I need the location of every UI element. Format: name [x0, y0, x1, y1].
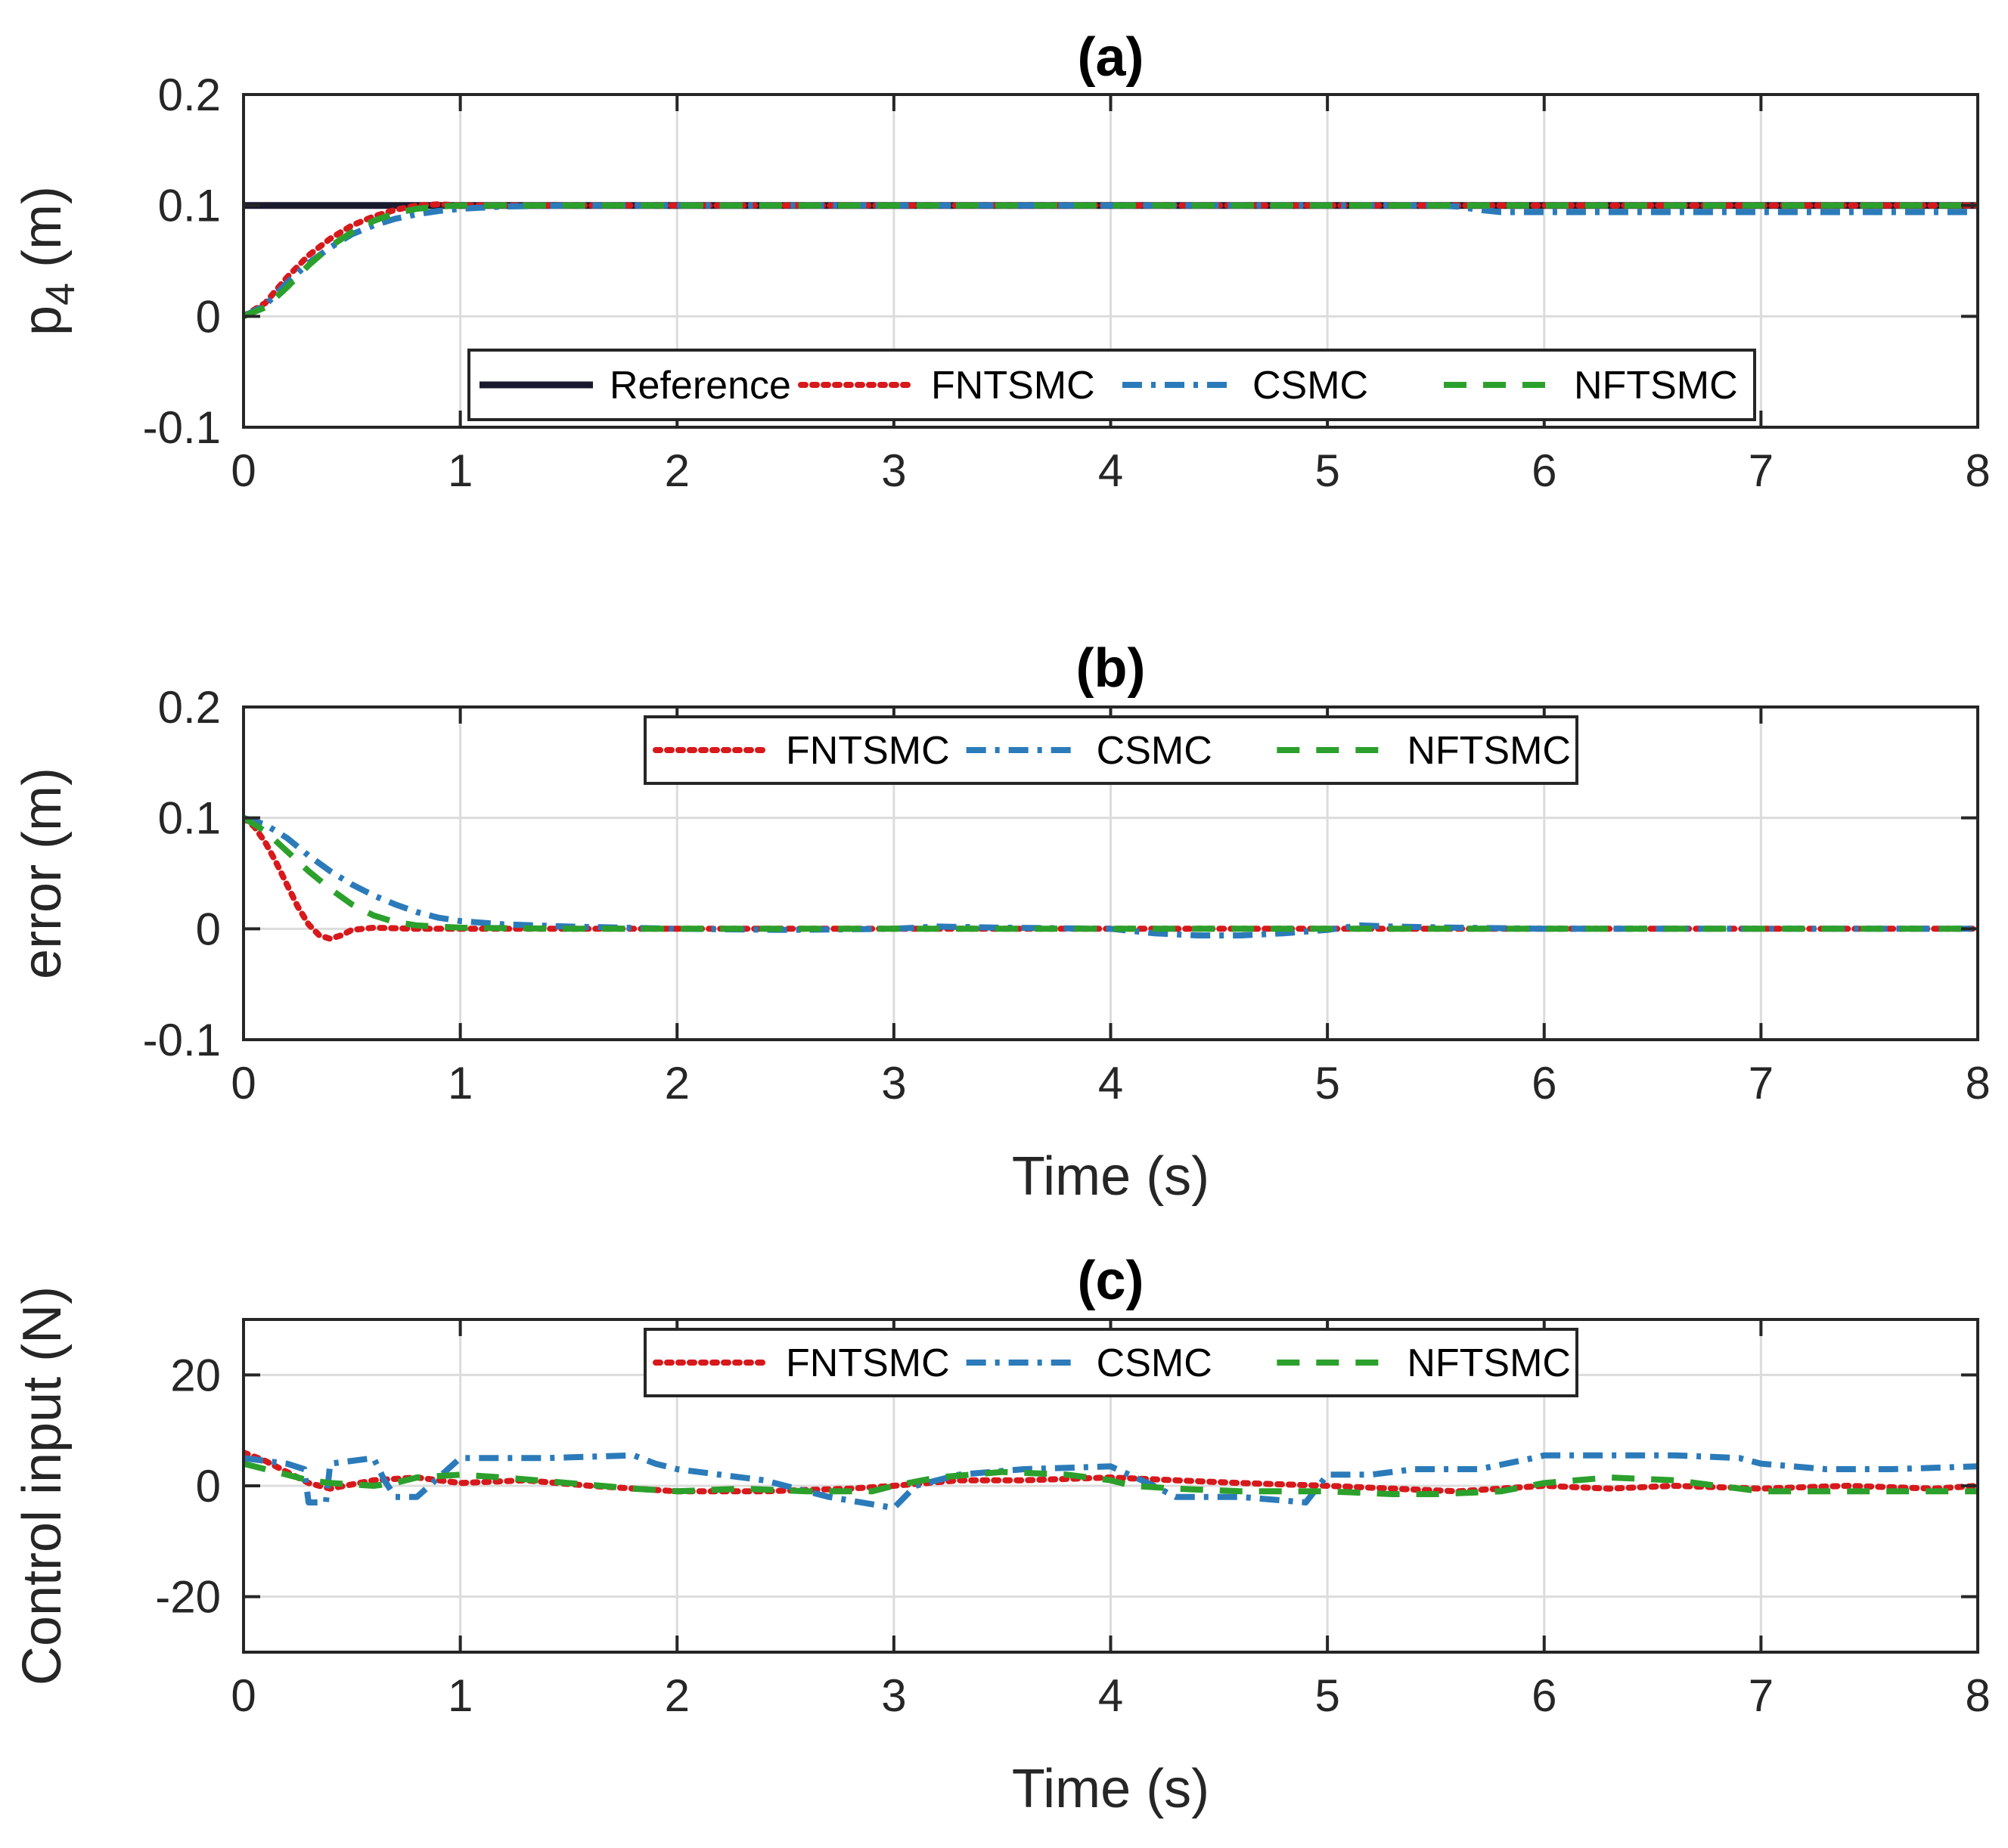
y-tick-label: 0.2 — [158, 70, 221, 120]
series-group — [244, 1450, 1978, 1512]
y-tick-label: 0 — [196, 904, 221, 954]
x-tick-label: 8 — [1965, 1670, 1990, 1721]
legend-label-fntsmc: FNTSMC — [786, 1341, 950, 1385]
legend: FNTSMC CSMC NFTSMC — [644, 715, 1578, 785]
legend-label-nftsmc: NFTSMC — [1407, 1341, 1571, 1385]
x-tick-label: 8 — [1965, 445, 1990, 496]
series-group — [244, 814, 1978, 942]
series-group — [244, 201, 1978, 320]
x-tick-label: 1 — [448, 1670, 473, 1721]
chart-title: (a) — [1078, 27, 1144, 88]
x-axis-label: Time (s) — [1012, 1146, 1209, 1207]
series-line-csmc — [244, 202, 1978, 319]
legend-box — [644, 715, 1578, 785]
legend-label-csmc: CSMC — [1252, 364, 1368, 408]
y-tick-label: 0.1 — [158, 793, 221, 844]
x-axis-label: Time (s) — [1012, 1759, 1209, 1819]
x-tick-label: 4 — [1098, 445, 1123, 496]
y-tick-label: -0.1 — [143, 402, 221, 453]
y-axis-label: p4 (m) — [12, 186, 83, 336]
y-tick-label: 20 — [170, 1350, 221, 1400]
x-tick-label: 6 — [1532, 1670, 1556, 1721]
legend-label-nftsmc: NFTSMC — [1574, 364, 1738, 408]
x-tick-label: 2 — [665, 445, 690, 496]
x-tick-label: 7 — [1749, 445, 1774, 496]
x-tick-label: 0 — [231, 445, 256, 496]
legend: Reference FNTSMC CSMC NFTSMC — [467, 349, 1756, 421]
x-tick-label: 1 — [448, 445, 473, 496]
x-tick-label: 4 — [1098, 1058, 1123, 1108]
x-tick-label: 3 — [881, 1670, 906, 1721]
x-tick-label: 4 — [1098, 1670, 1123, 1721]
x-tick-label: 2 — [665, 1058, 690, 1108]
y-tick-label: -20 — [155, 1572, 221, 1623]
series-line-fntsmc — [244, 1450, 1978, 1495]
x-tick-label: 3 — [881, 1058, 906, 1108]
chart-title: (c) — [1078, 1251, 1144, 1311]
legend-label-nftsmc: NFTSMC — [1407, 729, 1571, 773]
legend-label-reference: Reference — [610, 364, 791, 408]
y-tick-label: 0.1 — [158, 181, 221, 231]
x-tick-label: 8 — [1965, 1058, 1990, 1108]
y-axis-label: error (m) — [12, 767, 73, 979]
y-tick-label: -0.1 — [143, 1015, 221, 1065]
legend-label-csmc: CSMC — [1097, 729, 1212, 773]
chart-panel-1: 0 1 2 3 4 5 6 7 8-0.100.10.2(a)p4 (m)Reference FN… — [12, 27, 1991, 496]
x-tick-label: 5 — [1314, 1670, 1339, 1721]
series-line-nftsmc — [244, 202, 1978, 320]
x-tick-label: 5 — [1314, 445, 1339, 496]
y-tick-label: 0.2 — [158, 682, 221, 733]
legend-label-fntsmc: FNTSMC — [931, 364, 1095, 408]
x-tick-label: 6 — [1532, 1058, 1556, 1108]
y-tick-label: 0 — [196, 291, 221, 342]
x-tick-label: 6 — [1532, 445, 1556, 496]
chart-panel-2: 0 1 2 3 4 5 6 7 8-0.100.10.2(b)Time (s)error (m)… — [12, 638, 1991, 1207]
x-tick-label: 0 — [231, 1670, 256, 1721]
x-tick-label: 7 — [1749, 1058, 1774, 1108]
x-tick-label: 5 — [1314, 1058, 1339, 1108]
x-tick-label: 7 — [1749, 1670, 1774, 1721]
legend-label-fntsmc: FNTSMC — [786, 729, 950, 773]
x-tick-label: 1 — [448, 1058, 473, 1108]
chart-title: (b) — [1076, 638, 1146, 699]
y-tick-label: 0 — [196, 1461, 221, 1512]
series-line-fntsmc — [244, 814, 1978, 942]
x-tick-label: 0 — [231, 1058, 256, 1108]
legend: FNTSMC CSMC NFTSMC — [644, 1328, 1578, 1397]
x-tick-label: 3 — [881, 445, 906, 496]
x-tick-label: 2 — [665, 1670, 690, 1721]
legend-box — [644, 1328, 1578, 1397]
y-axis-label: Control input (N) — [12, 1286, 73, 1685]
series-line-nftsmc — [244, 815, 1978, 932]
legend-label-csmc: CSMC — [1097, 1341, 1212, 1385]
